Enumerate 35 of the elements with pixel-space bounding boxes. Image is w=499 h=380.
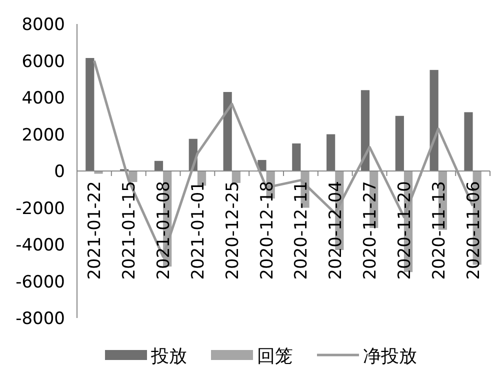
y-tick-label: -4000 <box>16 236 65 256</box>
legend-label: 投放 <box>150 346 187 367</box>
x-tick-label: 2020-11-13 <box>429 181 450 280</box>
x-tick-label: 2021-01-01 <box>188 181 208 280</box>
y-tick-label: 8000 <box>22 15 65 35</box>
x-tick-label: 2020-12-04 <box>326 181 346 280</box>
bar <box>464 112 473 171</box>
bar <box>292 143 301 171</box>
y-tick-label: -8000 <box>16 309 65 329</box>
legend-label: 回笼 <box>257 346 293 367</box>
y-tick-label: 4000 <box>22 88 65 108</box>
bar <box>395 116 404 171</box>
y-tick-label: -6000 <box>16 272 65 292</box>
bar <box>86 58 94 171</box>
x-tick-label: 2021-01-22 <box>85 181 106 280</box>
x-tick-label: 2021-01-08 <box>154 181 174 280</box>
x-tick-label: 2020-12-18 <box>257 181 278 280</box>
bar <box>360 90 370 171</box>
y-tick-label: 0 <box>54 162 65 182</box>
x-tick-label: 2020-11-27 <box>360 181 381 280</box>
bar <box>326 134 336 171</box>
y-tick-label: 6000 <box>22 52 65 72</box>
bar <box>154 160 164 171</box>
x-tick-label: 2020-11-20 <box>394 181 415 280</box>
x-tick-label: 2020-12-11 <box>292 181 312 280</box>
x-tick-label: 2020-12-25 <box>222 181 243 280</box>
bar <box>430 70 438 171</box>
bar <box>94 171 103 174</box>
x-tick-label: 2021-01-15 <box>120 181 140 280</box>
x-tick-label: 2020-11-06 <box>464 181 484 280</box>
y-tick-label: 2000 <box>22 125 65 146</box>
legend-label: 净投放 <box>363 346 417 367</box>
bar <box>232 171 240 183</box>
y-tick-label: -2000 <box>16 198 65 219</box>
bar <box>223 92 232 171</box>
